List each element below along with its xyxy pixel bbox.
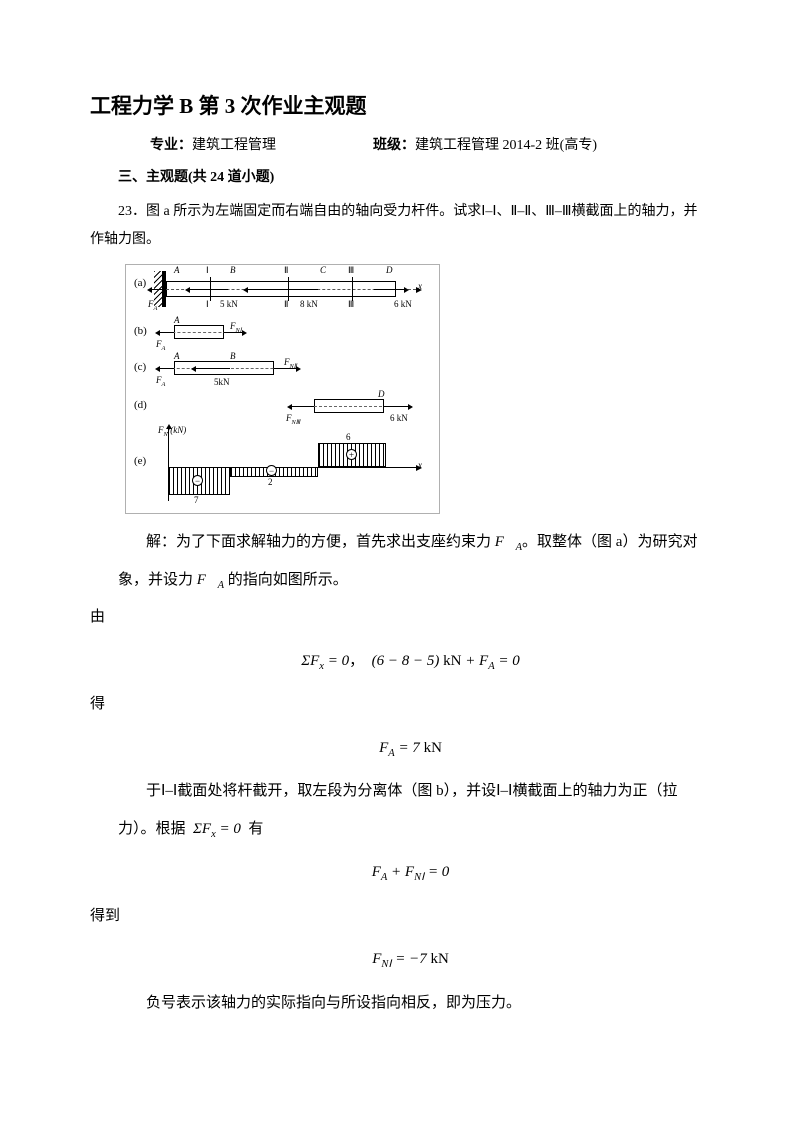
sign-minus-1: − <box>192 475 203 486</box>
major-value: 建筑工程管理 <box>192 138 276 153</box>
problem-number: 23． <box>118 204 146 219</box>
label-FN3: FNⅢ <box>286 413 300 426</box>
arrow-5kn <box>190 289 228 290</box>
eq-2: FA = 7 kN <box>118 730 703 768</box>
fig-e-label: (e) <box>134 455 146 467</box>
solution-block: 解：为了下面求解轴力的方便，首先求出支座约束力 F⃗A。取整体（图 a）为研究对… <box>90 524 703 1022</box>
label-FN1: FNⅠ <box>230 321 242 334</box>
fig-b-label: (b) <box>134 325 147 337</box>
point-C: C <box>320 265 326 275</box>
class-value: 建筑工程管理 2014-2 班(高专) <box>415 138 597 153</box>
major-label: 专业： <box>150 138 192 153</box>
sol-p4: 于Ⅰ–Ⅰ截面处将杆截开，取左段为分离体（图 b），并设Ⅰ–Ⅰ横截面上的轴力为正（… <box>118 773 703 848</box>
x-label-e: x <box>418 460 422 470</box>
arrow-6-d <box>384 406 408 407</box>
arrow-FN3 <box>292 406 314 407</box>
sign-plus: + <box>346 449 357 460</box>
figure-e: (e) FN/(kN) x 7 − 2 − 6 + <box>134 427 431 505</box>
arrow-FA-c <box>160 368 174 369</box>
point-A-b: A <box>174 315 180 325</box>
sec-I-top: Ⅰ <box>206 265 209 276</box>
figure-a: (a) A Ⅰ B Ⅱ C Ⅲ D x FA Ⅰ 5 kN Ⅱ 8 kN Ⅲ 6… <box>134 271 431 313</box>
point-A-c: A <box>174 351 180 361</box>
force-6kn: 6 kN <box>394 299 412 309</box>
sec-III-top: Ⅲ <box>348 265 354 276</box>
force-6kn-d: 6 kN <box>390 413 408 423</box>
e-val-6: 6 <box>346 432 351 442</box>
sol-p1: 解：为了下面求解轴力的方便，首先求出支座约束力 F⃗A。取整体（图 a）为研究对… <box>118 524 703 599</box>
meta-line: 专业：建筑工程管理 班级：建筑工程管理 2014-2 班(高专) <box>90 134 703 154</box>
eq-4: FNⅠ = −7 kN <box>118 941 703 979</box>
point-A: A <box>174 265 180 275</box>
arrow-8kn <box>248 289 318 290</box>
class-label: 班级： <box>373 138 415 153</box>
label-FA-c: FA <box>156 375 165 388</box>
fig-d-label: (d) <box>134 399 147 411</box>
figure-d: (d) D FNⅢ 6 kN <box>134 393 431 423</box>
point-D: D <box>386 265 393 275</box>
sec-II-bot: Ⅱ <box>284 299 288 310</box>
eq-3: FA + FNⅠ = 0 <box>118 854 703 892</box>
label-FA-a: FA <box>148 299 157 312</box>
arrow-6kn <box>374 289 404 290</box>
label-FN2: FNⅡ <box>284 357 297 370</box>
e-val-7: 7 <box>194 495 199 505</box>
x-label-a: x <box>418 281 422 291</box>
sec-line-III <box>352 277 353 301</box>
sol-p2: 由 <box>90 599 703 637</box>
figure-c: (c) A B FA 5kN FNⅡ <box>134 355 431 389</box>
point-D-d: D <box>378 389 385 399</box>
sign-minus-2: − <box>266 465 277 476</box>
force-5kn: 5 kN <box>220 299 238 309</box>
sol-p5: 得到 <box>90 898 703 936</box>
point-B: B <box>230 265 236 275</box>
e-ylabel: FN/(kN) <box>158 425 186 438</box>
eq-1: ΣFx = 0， (6 − 8 − 5) kN + FA = 0 <box>118 643 703 681</box>
figure-b: (b) A FA FNⅠ <box>134 319 431 349</box>
sec-III-bot: Ⅲ <box>348 299 354 310</box>
arrow-FA-a <box>152 289 166 290</box>
fig-a-label: (a) <box>134 277 146 289</box>
arrow-5-c <box>196 368 230 369</box>
force-5kn-c: 5kN <box>214 377 230 387</box>
figure-block: (a) A Ⅰ B Ⅱ C Ⅲ D x FA Ⅰ 5 kN Ⅱ 8 kN Ⅲ 6… <box>125 264 440 514</box>
sol-p6: 负号表示该轴力的实际指向与所设指向相反，即为压力。 <box>118 985 703 1023</box>
label-FA-b: FA <box>156 339 165 352</box>
problem-body: 图 a 所示为左端固定而右端自由的轴向受力杆件。试求Ⅰ–Ⅰ、Ⅱ–Ⅱ、Ⅲ–Ⅲ横截面… <box>90 204 698 247</box>
sec-I-bot: Ⅰ <box>206 299 209 310</box>
arrow-FA-b <box>160 332 174 333</box>
point-B-c: B <box>230 351 236 361</box>
problem-text: 23．图 a 所示为左端固定而右端自由的轴向受力杆件。试求Ⅰ–Ⅰ、Ⅱ–Ⅱ、Ⅲ–Ⅲ… <box>90 198 703 254</box>
section-header: 三、主观题(共 24 道小题) <box>90 166 703 186</box>
fig-c-label: (c) <box>134 361 146 373</box>
sol-p3: 得 <box>90 686 703 724</box>
page-title: 工程力学 B 第 3 次作业主观题 <box>90 90 703 120</box>
force-8kn: 8 kN <box>300 299 318 309</box>
e-val-2: 2 <box>268 477 273 487</box>
sec-II-top: Ⅱ <box>284 265 288 276</box>
